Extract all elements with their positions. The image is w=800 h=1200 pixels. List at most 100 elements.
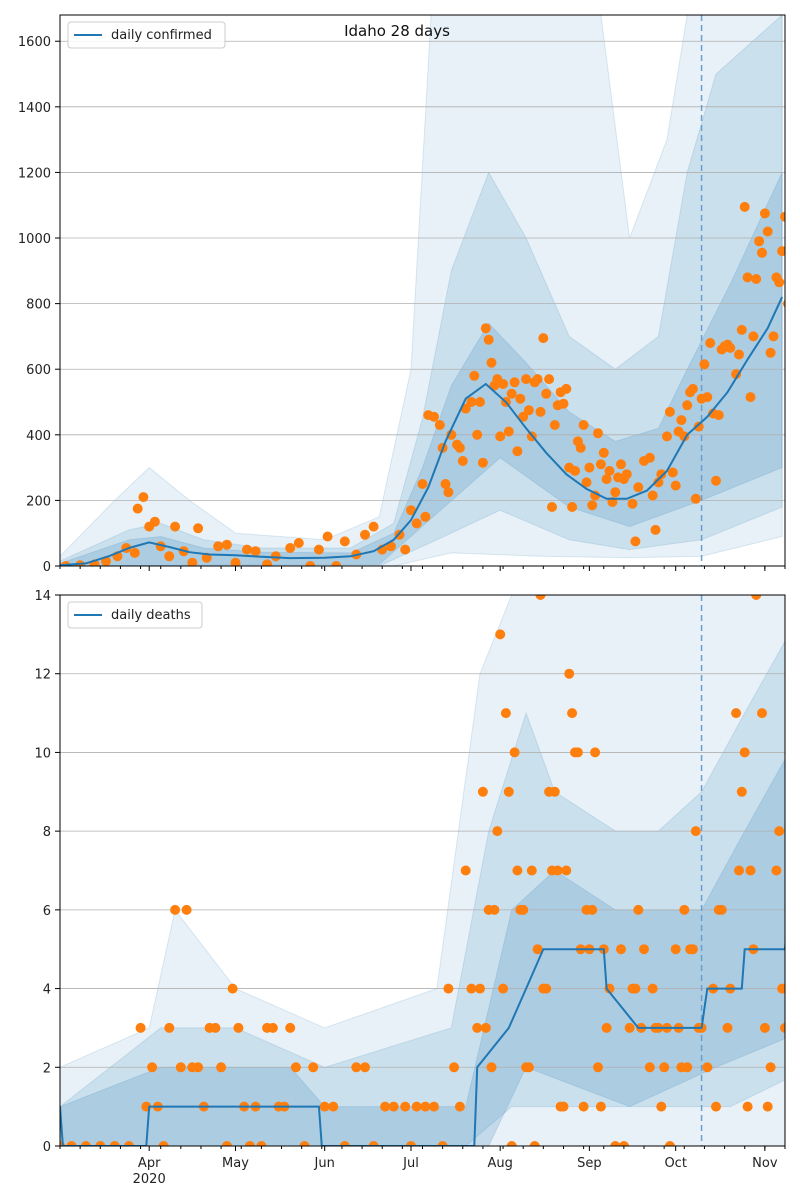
confirmed-y-tick: 600 (26, 363, 60, 378)
deaths-band-middle (60, 640, 785, 1146)
deaths-data-point (682, 1062, 693, 1073)
deaths-data-point (731, 708, 742, 719)
confirmed-data-point (541, 388, 552, 399)
confirmed-data-point (538, 333, 549, 344)
confirmed-data-point (132, 503, 143, 514)
confirmed-data-point (360, 529, 370, 540)
confirmed-data-point (443, 487, 454, 498)
deaths-y-tick: 6 (43, 904, 60, 919)
deaths-data-point (164, 1022, 175, 1033)
deaths-data-point (711, 1101, 721, 1112)
deaths-data-point (541, 983, 552, 994)
confirmed-data-point (587, 500, 598, 511)
deaths-y-tick: 10 (34, 746, 60, 761)
deaths-data-point (757, 708, 767, 719)
confirmed-band-middle (60, 15, 783, 566)
confirmed-data-point (702, 392, 713, 403)
confirmed-data-point (521, 374, 532, 385)
deaths-data-point (492, 826, 503, 837)
confirmed-data-point (221, 539, 232, 550)
deaths-data-point (480, 1022, 491, 1033)
confirmed-data-point (466, 397, 477, 407)
deaths-data-point (647, 983, 658, 994)
deaths-data-point (221, 1141, 232, 1146)
deaths-data-point (518, 904, 529, 915)
confirmed-data-point (713, 410, 724, 421)
confirmed-data-point (475, 397, 485, 407)
deaths-data-point (656, 1101, 667, 1112)
confirmed-data-point (650, 524, 661, 535)
deaths-data-point (460, 865, 471, 876)
confirmed-data-point (765, 347, 776, 358)
deaths-data-point (526, 865, 537, 876)
deaths-data-point (368, 1141, 379, 1146)
confirmed-data-point (368, 521, 379, 532)
deaths-data-point (158, 1141, 169, 1146)
confirmed-y-tick-label: 1400 (18, 101, 51, 116)
confirmed-data-point (757, 247, 767, 258)
deaths-data-point (561, 865, 572, 876)
deaths-y-tick: 2 (43, 1061, 60, 1076)
confirmed-y-tick-label: 1000 (18, 232, 51, 247)
confirmed-data-point (575, 442, 586, 453)
deaths-data-point (639, 944, 649, 955)
deaths-data-point (420, 1101, 431, 1112)
deaths-data-point (181, 904, 192, 915)
confirmed-data-point (495, 431, 506, 442)
deaths-data-point (477, 786, 488, 797)
deaths-data-point (716, 904, 727, 915)
confirmed-data-point (647, 490, 658, 501)
deaths-data-point (486, 1062, 497, 1073)
deaths-data-point (578, 1101, 589, 1112)
confirmed-legend-box (67, 21, 226, 49)
deaths-data-point (771, 865, 782, 876)
confirmed-data-point (477, 457, 488, 468)
x-tick-label: Oct (664, 1156, 686, 1171)
confirmed-plot-frame (59, 14, 786, 567)
deaths-x-tick: May (222, 1146, 249, 1171)
confirmed-data-point (774, 277, 785, 288)
deaths-data-point (690, 826, 701, 837)
confirmed-legend-label: daily confirmed (111, 28, 212, 43)
confirmed-data-point (480, 323, 491, 334)
deaths-data-point (472, 1022, 483, 1033)
deaths-data-point (610, 1141, 621, 1146)
confirmed-data-point (523, 405, 534, 416)
deaths-data-point (552, 865, 563, 876)
confirmed-data-point (547, 502, 557, 512)
deaths-data-point (739, 747, 750, 758)
deaths-data-point (751, 595, 762, 600)
confirmed-data-point (406, 505, 416, 516)
confirmed-data-point (670, 480, 681, 491)
deaths-data-point (670, 944, 681, 955)
deaths-legend: daily deaths (67, 601, 203, 629)
deaths-y-tick-label: 12 (34, 668, 51, 683)
deaths-data-point (679, 904, 690, 915)
deaths-y-tick-label: 6 (43, 904, 51, 919)
deaths-data-point (66, 1141, 77, 1146)
confirmed-data-point (759, 208, 770, 219)
confirmed-data-point (561, 383, 572, 394)
confirmed-data-point (498, 379, 509, 389)
confirmed-data-point (616, 459, 626, 470)
confirmed-data-point (486, 357, 497, 368)
deaths-data-point (765, 1062, 776, 1073)
deaths-data-point (475, 983, 485, 994)
deaths-data-point (644, 1062, 655, 1073)
deaths-data-point (512, 865, 523, 876)
confirmed-data-point (610, 487, 621, 498)
confirmed-panel: 0 200 400 600 800 1000 1200 1400 1600 Idaho 28 d… (18, 14, 786, 575)
confirmed-data-point (570, 465, 580, 476)
confirmed-data-point (690, 493, 701, 504)
x-tick-label: Sep (577, 1156, 602, 1171)
deaths-data-point (618, 1141, 629, 1146)
deaths-observed-points (60, 595, 785, 1146)
deaths-data-point (454, 1101, 465, 1112)
deaths-data-point (80, 1141, 91, 1146)
confirmed-data-point (578, 420, 589, 430)
x-tick-label: Jul (402, 1156, 419, 1171)
confirmed-data-point (293, 538, 304, 548)
